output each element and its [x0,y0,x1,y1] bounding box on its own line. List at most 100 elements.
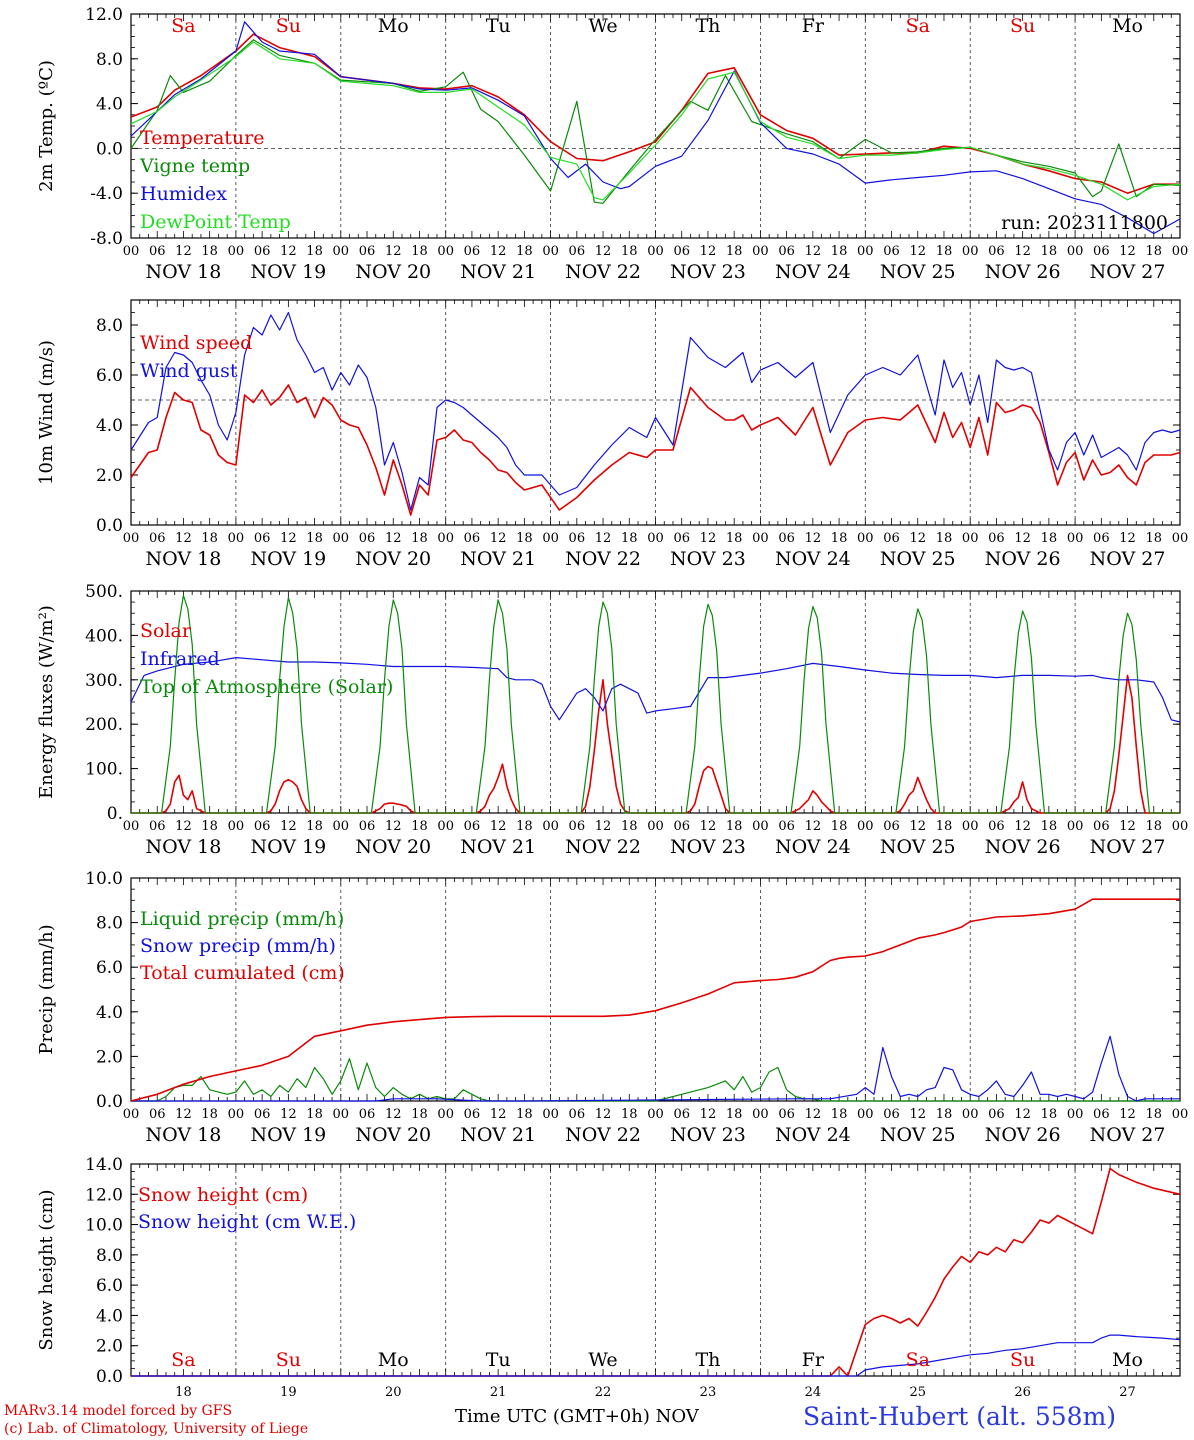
x-hour-label: 00 [228,819,245,834]
x-hour-label: 06 [254,1107,271,1122]
x-day-label: NOV 18 [146,836,222,858]
x-hour-label: 06 [673,1107,690,1122]
y-tick-label: 500. [85,582,123,602]
x-day-label: NOV 25 [880,261,956,283]
x-hour-label: 18 [306,531,323,546]
x-hour-label: 00 [752,531,769,546]
run-annotation: run: 2023111800 [1001,212,1168,234]
x-hour-label: 00 [1172,244,1189,259]
x-hour-label: 12 [1014,819,1031,834]
x-day-label: NOV 26 [985,836,1061,858]
x-hour-label: 12 [385,244,402,259]
y-tick-label: 400. [85,626,123,646]
weekday-label: Mo [378,15,409,37]
x-hour-label: 00 [1172,1107,1189,1122]
x-hour-label: 18 [516,1107,533,1122]
x-day-label: NOV 25 [880,548,956,570]
panel-4: 0.0 2.0 4.0 6.0 8.0 10.0 Precip (mm/h) Liquid p… [36,869,1188,1146]
x-hour-label: 06 [883,244,900,259]
weekday-label: We [588,1349,617,1371]
x-hour-label: 18 [831,244,848,259]
x-hour-label: 12 [175,244,192,259]
x-day-number: 23 [700,1385,717,1400]
series-line-total-cumulated-cm- [130,898,1180,1102]
y-axis-label: Snow height (cm) [36,1189,57,1350]
x-hour-label: 00 [1067,819,1084,834]
x-hour-label: 18 [936,1107,953,1122]
x-hour-label: 06 [569,244,586,259]
x-hour-label: 00 [647,531,664,546]
x-hour-label: 00 [857,244,874,259]
x-day-label: NOV 22 [565,1124,641,1146]
x-day-label: NOV 21 [460,1124,536,1146]
x-hour-label: 12 [490,244,507,259]
x-hour-label: 06 [254,244,271,259]
x-hour-label: 06 [988,244,1005,259]
x-hour-label: 00 [1172,819,1189,834]
x-hour-label: 00 [333,244,350,259]
x-hour-label: 00 [333,531,350,546]
x-hour-label: 12 [1014,531,1031,546]
y-tick-label: 10.0 [85,869,123,889]
y-tick-label: 100. [85,760,123,780]
x-hour-label: 00 [857,531,874,546]
x-day-label: NOV 26 [985,261,1061,283]
weekday-label: Sa [906,15,930,37]
time-axis-title-text: Time UTC (GMT+0h) [455,1406,650,1427]
x-hour-label: 00 [1172,531,1189,546]
legend-entry: Wind gust [140,360,238,382]
x-hour-label: 06 [988,1107,1005,1122]
x-hour-label: 18 [516,819,533,834]
x-hour-label: 18 [621,531,638,546]
x-hour-label: 06 [254,819,271,834]
x-day-label: NOV 24 [775,548,851,570]
x-hour-label: 06 [883,1107,900,1122]
time-axis-title: Time UTC (GMT+0h) NOV [455,1406,699,1427]
x-hour-label: 12 [700,1107,717,1122]
x-day-number: 26 [1014,1385,1031,1400]
y-tick-label: 6.0 [96,366,123,386]
x-day-label: NOV 26 [985,1124,1061,1146]
x-hour-label: 18 [1041,819,1058,834]
x-hour-label: 18 [306,819,323,834]
y-tick-label: 14.0 [85,1155,123,1175]
x-hour-label: 06 [883,819,900,834]
x-hour-label: 00 [123,819,140,834]
x-hour-label: 12 [1014,244,1031,259]
x-hour-label: 06 [359,244,376,259]
x-hour-label: 00 [228,244,245,259]
weekday-label: Fr [802,15,825,37]
x-day-label: NOV 23 [670,836,746,858]
x-hour-label: 18 [1041,531,1058,546]
x-hour-label: 18 [726,244,743,259]
x-hour-label: 12 [280,531,297,546]
x-hour-label: 18 [1146,244,1163,259]
y-tick-label: 6.0 [96,1276,123,1296]
x-hour-label: 00 [752,1107,769,1122]
x-hour-label: 06 [464,531,481,546]
x-hour-label: 00 [647,819,664,834]
legend-entry: Wind speed [140,332,252,354]
legend-entry: DewPoint Temp [140,211,291,233]
x-hour-label: 00 [333,1107,350,1122]
y-tick-label: 0.0 [96,516,123,536]
x-hour-label: 06 [359,819,376,834]
series-line-wind-gust [130,311,1181,511]
y-tick-label: 0.0 [96,139,123,159]
x-hour-label: 18 [1041,1107,1058,1122]
weekday-label: Mo [378,1349,409,1371]
x-hour-label: 12 [909,1107,926,1122]
series-line-liquid-precip-mm-h- [131,1057,1180,1102]
x-hour-label: 00 [752,244,769,259]
x-hour-label: 06 [464,819,481,834]
x-hour-label: 06 [464,1107,481,1122]
x-hour-label: 00 [1067,531,1084,546]
x-hour-label: 06 [673,531,690,546]
x-day-number: 25 [909,1385,926,1400]
legend-entry: Snow height (cm W.E.) [138,1211,356,1233]
legend-entry: Humidex [140,183,227,205]
weekday-label: Tu [486,1349,511,1371]
x-hour-label: 06 [778,1107,795,1122]
x-day-number: 22 [595,1385,612,1400]
